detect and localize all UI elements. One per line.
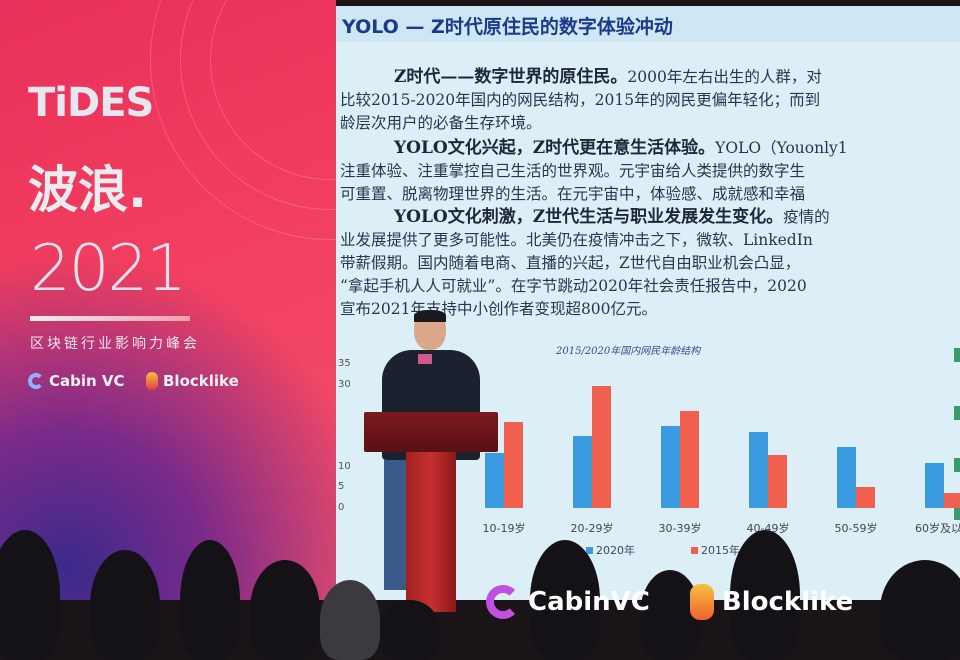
para-lead: Z时代——数字世界的原住民。 [394, 67, 628, 87]
event-title: 波浪. [28, 161, 147, 219]
logo-text: Blocklike [721, 587, 854, 617]
bar-2015年-50-59岁 [856, 487, 875, 508]
x-tick-label: 20-29岁 [570, 522, 614, 535]
y-tick-label: 35 [338, 358, 351, 369]
divider [30, 316, 190, 321]
blocklike-logo-icon [146, 372, 158, 390]
x-tick-label: 50-59岁 [834, 522, 878, 535]
brand-logo: TiDES [28, 80, 154, 126]
speaker-hair [414, 310, 446, 322]
presentation-slide: YOLO — Z时代原住民的数字体验冲动 Z时代——数字世界的原住民。2000年… [336, 6, 960, 600]
audience [0, 520, 960, 660]
bar-2015年-20-29岁 [592, 386, 611, 508]
x-tick-label: 10-19岁 [482, 522, 526, 535]
para-lead: YOLO文化兴起，Z时代更在意生活体验。 [394, 138, 716, 158]
para-line: 2000年左右出生的人群，对 [627, 68, 822, 86]
paragraph-2: YOLO文化兴起，Z时代更在意生活体验。YOLO（Youonly1 注重体验、注… [340, 137, 848, 206]
sponsor-cabinvc: Cabin VC [28, 372, 125, 390]
para-line: 比较2015-2020年国内的网民结构，2015年的网民更偏年轻化；而到 [340, 91, 821, 109]
logo-cabinvc: CabinVC [486, 585, 650, 619]
bar-2020年-60岁及以上 [925, 463, 944, 508]
para-line: 龄层次用户的必备生存环境。 [340, 114, 542, 132]
x-tick-label: 30-39岁 [658, 522, 702, 535]
bar-2020年-10-19岁 [485, 453, 504, 508]
sponsor-name: Cabin VC [49, 372, 125, 390]
podium [364, 412, 498, 452]
side-marker [954, 348, 960, 362]
side-marker [954, 406, 960, 420]
para-line: 业发展提供了更多可能性。北美仍在疫情冲击之下，微软、LinkedIn [340, 231, 813, 249]
bar-2020年-50-59岁 [837, 447, 856, 508]
para-line: 注重体验、注重掌控自己生活的世界观。元宇宙给人类提供的数字生 [340, 162, 806, 180]
para-line: YOLO（Youonly1 [715, 139, 848, 157]
event-subtitle: 区块链行业影响力峰会 [30, 336, 200, 352]
legend-2020: 2020年 [586, 542, 635, 558]
paragraph-1: Z时代——数字世界的原住民。2000年左右出生的人群，对 比较2015-2020… [340, 66, 822, 135]
legend-label: 2020年 [596, 544, 635, 557]
logo-text: CabinVC [528, 587, 650, 617]
bar-2015年-40-49岁 [768, 454, 787, 508]
para-line: 疫情的 [783, 208, 830, 226]
y-tick-label: 10 [338, 460, 351, 472]
paragraph-3: YOLO文化刺激，Z世代生活与职业发展发生变化。疫情的 业发展提供了更多可能性。… [340, 206, 830, 321]
cabin-logo-icon [28, 373, 44, 389]
para-lead: YOLO文化刺激，Z世代生活与职业发展发生变化。 [394, 207, 784, 227]
stage-logos: CabinVC Blocklike [486, 584, 853, 620]
logo-blocklike: Blocklike [689, 584, 854, 620]
chart-title: 2015/2020年国内网民年龄结构 [556, 346, 701, 357]
slide-title: YOLO — Z时代原住民的数字体验冲动 [336, 6, 960, 42]
legend-2015: 2015年 [691, 542, 740, 558]
blocklike-logo-icon [689, 584, 714, 620]
para-line: 可重置、脱离物理世界的生活。在元宇宙中，体验感、成就感和幸福 [340, 185, 806, 203]
bar-2020年-40-49岁 [749, 432, 768, 508]
x-tick-label: 60岁及以上 [915, 522, 960, 535]
sponsor-name: Blocklike [163, 372, 239, 390]
sponsor-blocklike: Blocklike [146, 372, 239, 390]
y-tick-label: 0 [338, 502, 345, 513]
bar-2015年-10-19岁 [504, 421, 523, 508]
bar-2020年-30-39岁 [661, 425, 680, 508]
legend-label: 2015年 [701, 544, 740, 557]
microphone-icon [418, 354, 432, 364]
para-line: “拿起手机人人可就业”。在字节跳动2020年社会责任报告中，2020 [340, 277, 807, 295]
event-year: 2021 [30, 232, 187, 306]
y-tick-label: 30 [338, 378, 351, 390]
cabin-logo-icon [486, 585, 520, 619]
legend-swatch [691, 546, 698, 554]
para-line: 带薪假期。国内随着电商、直播的兴起，Z世代自由职业机会凸显， [340, 254, 801, 272]
side-marker [954, 458, 960, 472]
event-banner: TiDES 波浪. 2021 区块链行业影响力峰会 Cabin VC Block… [0, 0, 336, 600]
bar-2015年-60岁及以上 [944, 493, 960, 508]
side-marker [954, 506, 960, 520]
legend-swatch [586, 546, 593, 554]
podium-stand [406, 452, 456, 612]
bar-2015年-30-39岁 [680, 411, 699, 508]
y-tick-label: 5 [338, 481, 345, 493]
bar-2020年-20-29岁 [573, 436, 592, 508]
